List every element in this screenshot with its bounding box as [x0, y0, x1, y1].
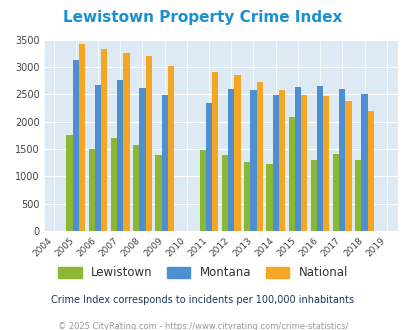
Bar [228, 89, 234, 231]
Bar [339, 89, 345, 231]
Bar [256, 82, 262, 231]
Bar [212, 72, 218, 231]
Bar [300, 95, 307, 231]
Bar [72, 60, 79, 231]
Bar [145, 56, 151, 231]
Bar [266, 164, 272, 231]
Bar [316, 85, 322, 231]
Text: Crime Index corresponds to incidents per 100,000 inhabitants: Crime Index corresponds to incidents per… [51, 295, 354, 305]
Bar [101, 49, 107, 231]
Bar [161, 95, 167, 231]
Bar [345, 101, 351, 231]
Bar [288, 117, 294, 231]
Bar [310, 160, 316, 231]
Bar [243, 162, 250, 231]
Bar [332, 154, 339, 231]
Bar [367, 111, 373, 231]
Bar [354, 160, 360, 231]
Bar [199, 149, 205, 231]
Bar [294, 87, 300, 231]
Bar [123, 53, 129, 231]
Bar [272, 95, 278, 231]
Bar [117, 80, 123, 231]
Bar [360, 94, 367, 231]
Bar [111, 138, 117, 231]
Bar [234, 75, 240, 231]
Text: Lewistown Property Crime Index: Lewistown Property Crime Index [63, 10, 342, 25]
Bar [222, 155, 228, 231]
Bar [155, 155, 161, 231]
Bar [66, 135, 72, 231]
Legend: Lewistown, Montana, National: Lewistown, Montana, National [53, 262, 352, 284]
Bar [133, 145, 139, 231]
Bar [278, 90, 284, 231]
Bar [167, 66, 173, 231]
Bar [88, 149, 95, 231]
Bar [95, 85, 101, 231]
Bar [205, 103, 212, 231]
Bar [79, 44, 85, 231]
Bar [322, 96, 328, 231]
Bar [250, 90, 256, 231]
Text: © 2025 CityRating.com - https://www.cityrating.com/crime-statistics/: © 2025 CityRating.com - https://www.city… [58, 322, 347, 330]
Bar [139, 88, 145, 231]
